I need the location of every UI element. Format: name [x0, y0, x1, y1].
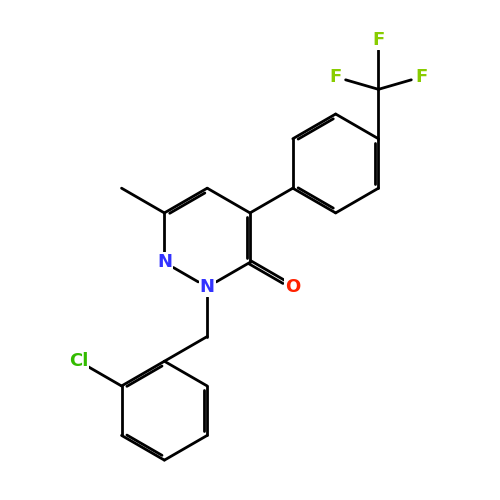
Text: O: O: [285, 278, 300, 296]
Text: F: F: [415, 68, 428, 86]
Text: F: F: [330, 68, 342, 86]
Text: N: N: [200, 278, 214, 296]
Text: N: N: [157, 254, 172, 272]
Text: Cl: Cl: [69, 352, 88, 370]
Text: F: F: [372, 31, 384, 49]
